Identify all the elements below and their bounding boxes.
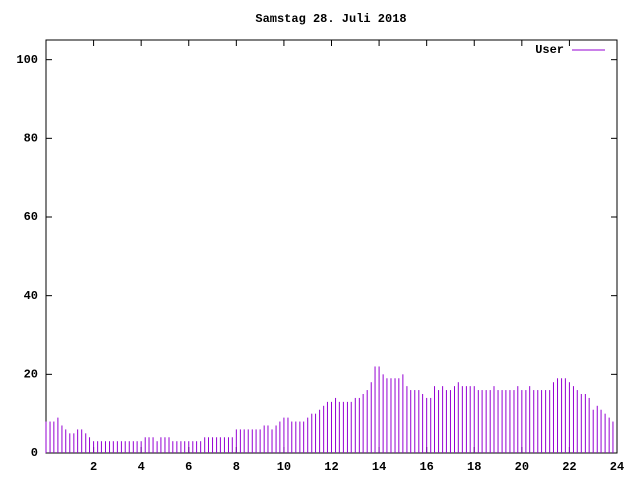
chart-title: Samstag 28. Juli 2018 [255, 12, 406, 26]
x-tick-label: 10 [277, 460, 291, 474]
x-tick-label: 16 [419, 460, 433, 474]
x-tick-label: 24 [610, 460, 624, 474]
x-tick-label: 20 [515, 460, 529, 474]
x-tick-label: 4 [138, 460, 145, 474]
x-tick-label: 14 [372, 460, 386, 474]
x-tick-label: 2 [90, 460, 97, 474]
x-tick-label: 6 [185, 460, 192, 474]
x-tick-label: 8 [233, 460, 240, 474]
y-tick-label: 100 [16, 53, 38, 67]
y-tick-label: 80 [24, 132, 38, 146]
x-tick-label: 18 [467, 460, 481, 474]
y-tick-label: 60 [24, 210, 38, 224]
x-tick-label: 22 [562, 460, 576, 474]
y-tick-label: 20 [24, 368, 38, 382]
y-tick-label: 0 [31, 446, 38, 460]
y-tick-label: 40 [24, 289, 38, 303]
x-tick-label: 12 [324, 460, 338, 474]
plot-frame [45, 39, 618, 454]
legend-label: User [535, 43, 564, 57]
